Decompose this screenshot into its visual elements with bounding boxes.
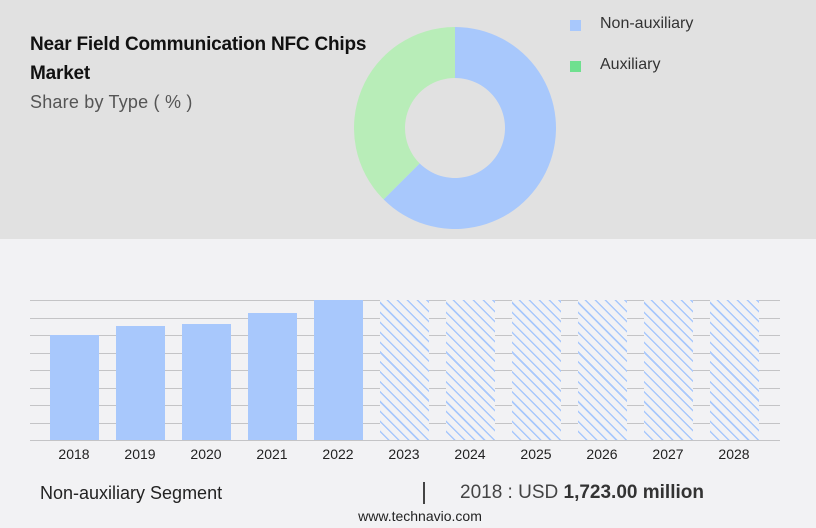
- share-by-type-panel: Near Field Communication NFC Chips Marke…: [0, 0, 816, 239]
- x-axis-label: 2027: [652, 446, 684, 462]
- x-axis-label: 2023: [388, 446, 420, 462]
- bar-2021[interactable]: [248, 313, 297, 440]
- segment-value-prefix: 2018 : USD: [460, 482, 564, 503]
- bar-2025[interactable]: [512, 300, 561, 440]
- bar-2024[interactable]: [446, 300, 495, 440]
- chart-subtitle: Share by Type ( % ): [30, 92, 193, 112]
- donut-slice-non-auxiliary[interactable]: [383, 27, 556, 229]
- x-axis-label: 2019: [124, 446, 156, 462]
- chart-title: Near Field Communication NFC Chips Marke…: [30, 34, 367, 84]
- legend-swatch-icon: [570, 20, 581, 31]
- bar-2023[interactable]: [380, 300, 429, 440]
- x-axis-label: 2020: [190, 446, 222, 462]
- bar-2022[interactable]: [314, 300, 363, 440]
- bar-2028[interactable]: [710, 300, 759, 440]
- bar-2020[interactable]: [182, 324, 231, 440]
- legend-swatch-icon: [570, 61, 581, 72]
- x-axis-label: 2021: [256, 446, 288, 462]
- bar-2018[interactable]: [50, 335, 99, 440]
- donut-slice-auxiliary[interactable]: [354, 27, 455, 200]
- bar-2026[interactable]: [578, 300, 627, 440]
- bar-2019[interactable]: [116, 326, 165, 440]
- x-axis-label: 2025: [520, 446, 552, 462]
- x-axis-label: 2024: [454, 446, 486, 462]
- x-axis-label: 2018: [58, 446, 90, 462]
- segment-value-amount: 1,723.00 million: [563, 482, 704, 503]
- footer-divider: [423, 482, 425, 504]
- bar-2027[interactable]: [644, 300, 693, 440]
- source-website: www.technavio.com: [358, 508, 482, 524]
- segment-value: 2018 : USD 1,723.00 million: [460, 482, 704, 504]
- x-axis-label: 2022: [322, 446, 354, 462]
- segment-label: Non-auxiliary Segment: [40, 483, 223, 503]
- donut-chart: [354, 27, 556, 229]
- x-axis-label: 2028: [718, 446, 750, 462]
- legend-label: Auxiliary: [600, 56, 661, 73]
- bar-chart: 2018 2019 2020 2021 2022 2023 2024 2025 2026 2027…: [0, 239, 816, 469]
- gridline: [30, 440, 780, 441]
- x-axis-label: 2026: [586, 446, 618, 462]
- legend-label: Non-auxiliary: [600, 15, 694, 32]
